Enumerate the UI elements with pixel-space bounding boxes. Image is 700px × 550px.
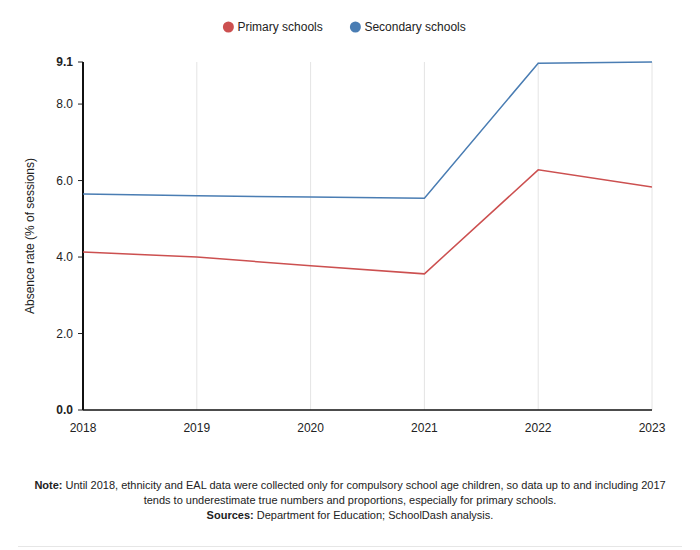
label: Sources: <box>207 509 254 521</box>
grid-line <box>196 62 197 410</box>
y-axis <box>82 62 84 410</box>
grid-line <box>538 62 539 410</box>
x-tick-label: 2020 <box>297 421 324 435</box>
x-tick-label: 2022 <box>525 421 552 435</box>
chart: 2018 2019 2020 2021 2022 2023 0.0 2.0 4.0 6.0 8.0 9… <box>0 0 700 550</box>
y-tick-label: 2.0 <box>56 327 73 341</box>
x-tick-label: 2018 <box>70 421 97 435</box>
legend: Primary schools Secondary schools <box>223 20 466 34</box>
grid-line <box>310 62 311 410</box>
y-tick-label: 9.1 <box>56 55 73 69</box>
x-axis <box>83 409 652 411</box>
plot-area <box>83 62 652 274</box>
x-tick-label: 2019 <box>183 421 210 435</box>
x-tick-label: 2021 <box>411 421 438 435</box>
series-line <box>83 62 652 198</box>
y-tick-label: 8.0 <box>56 97 73 111</box>
sources: Sources: Department for Education; Schoo… <box>20 508 680 523</box>
label: Note: <box>34 479 62 491</box>
divider <box>18 546 682 547</box>
legend-label: Primary schools <box>237 20 322 34</box>
y-tick-label: 6.0 <box>56 174 73 188</box>
note: Note: Until 2018, ethnicity and EAL data… <box>20 478 680 508</box>
y-tick-label: 0.0 <box>56 403 73 417</box>
series-line <box>83 170 652 274</box>
legend-label: Secondary schools <box>364 20 465 34</box>
text: Department for Education; SchoolDash ana… <box>254 509 494 521</box>
y-axis-label: Absence rate (% of sessions) <box>23 158 37 314</box>
x-tick-label: 2023 <box>639 421 666 435</box>
grid-line <box>652 62 653 410</box>
text: Until 2018, ethnicity and EAL data were … <box>62 479 665 506</box>
legend-swatch <box>223 22 234 33</box>
y-tick-label: 4.0 <box>56 250 73 264</box>
legend-swatch <box>350 22 361 33</box>
grid-line <box>424 62 425 410</box>
